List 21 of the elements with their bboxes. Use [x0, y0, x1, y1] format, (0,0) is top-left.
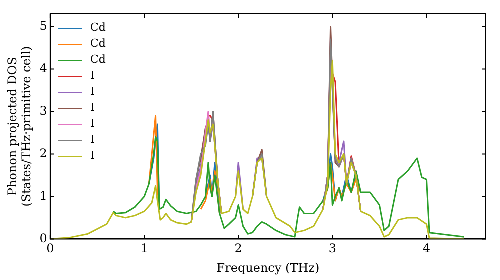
legend-label: Cd — [90, 20, 106, 36]
y-tick-label: 5 — [40, 18, 48, 33]
legend-label: I — [90, 116, 95, 132]
legend-label: Cd — [90, 52, 106, 68]
legend-label: I — [90, 84, 95, 100]
y-tick-label: 3 — [40, 104, 48, 118]
x-axis-title: Frequency (THz) — [216, 260, 320, 275]
x-tick-label: 1 — [140, 242, 148, 256]
legend-label: I — [90, 100, 95, 116]
y-axis-title: Phonon projected DOS (States/THz·primitive cell) — [5, 46, 34, 207]
legend-label: I — [90, 148, 95, 164]
x-tick-label: 4 — [422, 242, 431, 256]
legend-label: I — [90, 68, 95, 84]
x-tick-label: 2 — [234, 242, 242, 256]
y-tick-label: 1 — [40, 188, 48, 203]
y-tick-label: 0 — [40, 231, 48, 246]
y-tick-label: 2 — [40, 146, 48, 160]
x-tick-label: 3 — [328, 242, 336, 256]
legend-label: Cd — [90, 36, 106, 52]
legend-label: I — [90, 132, 95, 148]
y-tick-label: 4 — [40, 61, 48, 76]
